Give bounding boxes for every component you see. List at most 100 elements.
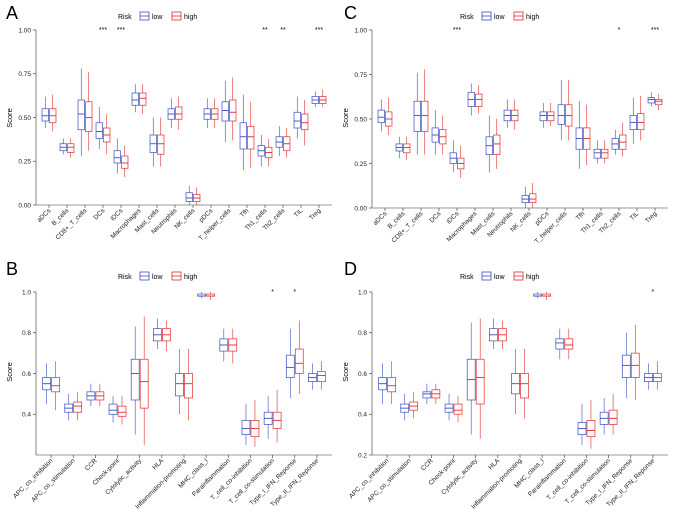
x-tick-label: T_helper_cells	[198, 207, 233, 242]
box-low-B_cells	[59, 138, 67, 155]
x-tick-label: APC_co_inhibition	[348, 457, 391, 500]
y-tick-label: 0.75	[18, 71, 31, 78]
x-tick-label: HLA	[487, 457, 501, 471]
box-high-APC_co_stimulation	[409, 391, 419, 419]
box-high-Treg	[655, 94, 663, 111]
box-low-HLA	[153, 318, 162, 350]
box-high-Mast_cells	[493, 119, 501, 169]
x-tick-label: APC_co_stimulation	[30, 457, 77, 504]
x-tick-label: APC_co_stimulation	[366, 457, 413, 504]
box-low-CD8+_T_cells	[77, 68, 85, 156]
box-high-T_helper_cells	[565, 79, 573, 141]
box-iqr	[621, 354, 631, 378]
box-iqr	[85, 101, 93, 132]
box-high-pDCs	[547, 102, 555, 127]
y-tick-label: 1.0	[358, 289, 367, 296]
panel-label-C: C	[344, 3, 357, 23]
box-iqr	[586, 420, 596, 438]
box-iqr	[413, 100, 421, 132]
box-iqr	[285, 354, 295, 378]
box-high-B_cells	[67, 138, 75, 158]
box-low-Th1_cells	[257, 135, 265, 167]
x-tick-label: Tfh	[239, 207, 251, 219]
box-iqr	[41, 108, 49, 122]
box-high-Inflammation-promoting	[520, 349, 529, 419]
x-tick-label: iDCs	[445, 210, 460, 225]
box-iqr	[77, 99, 85, 131]
box-low-Macrophages	[131, 84, 139, 113]
y-tick-label: 0.00	[354, 205, 367, 212]
box-low-Tfh	[575, 101, 583, 169]
x-tick-label: Treg	[644, 210, 659, 225]
box-low-CCR	[86, 383, 96, 407]
box-high-T_cell_co-inhibition	[250, 399, 260, 447]
box-low-DCs	[95, 107, 103, 149]
box-low-Cytolytic_activity	[130, 326, 140, 435]
significance-mark: *	[271, 289, 274, 296]
box-high-Neutrophils	[511, 99, 519, 130]
box-high-Inflammation-promoting	[184, 349, 193, 421]
box-high-DCs	[439, 115, 447, 155]
box-high-MHC_class_I	[206, 292, 215, 301]
legend: Risk low high	[460, 11, 539, 21]
y-tick-label: 1.00	[354, 27, 367, 34]
box-iqr	[637, 113, 645, 131]
box-low-Parainflammation	[555, 328, 565, 360]
x-tick-label: HLA	[151, 457, 165, 471]
box-iqr	[175, 373, 184, 397]
y-tick-label: 0.00	[18, 202, 31, 209]
box-low-T_helper_cells	[221, 80, 229, 142]
box-iqr	[247, 125, 255, 150]
box-iqr	[67, 143, 75, 153]
box-high-Check-point	[453, 395, 463, 423]
box-low-Cytolytic_activity	[466, 322, 476, 435]
box-iqr	[593, 148, 601, 159]
box-high-Check-point	[117, 395, 127, 425]
box-low-Type_I_IFN_Reponse	[285, 328, 295, 398]
box-iqr	[520, 373, 529, 399]
panel-C: C	[344, 3, 357, 23]
x-tick-label: T_helper_cells	[534, 210, 569, 245]
box-low-aDCs	[41, 96, 49, 128]
legend-label-low: low	[152, 274, 163, 281]
box-low-Treg	[311, 91, 319, 107]
legend-label-high: high	[526, 14, 539, 21]
box-high-CD8+_T_cells	[85, 72, 93, 151]
box-high-Macrophages	[475, 85, 483, 114]
box-low-Inflammation-promoting	[511, 349, 520, 415]
legend-label-high: high	[526, 274, 539, 281]
box-low-iDCs	[449, 140, 457, 173]
box-low-aDCs	[377, 99, 385, 132]
box-low-Th2_cells	[275, 126, 283, 156]
box-low-pDCs	[539, 102, 547, 128]
box-low-Check-point	[444, 393, 454, 421]
x-tick-label: CCR	[420, 457, 435, 472]
y-tick-label: 1.0	[22, 289, 31, 296]
y-tick-label: 0.75	[354, 72, 367, 79]
box-high-T_cell_co-stimulation	[608, 393, 618, 435]
box-high-Treg	[319, 89, 327, 107]
box-low-Type_I_IFN_Reponse	[621, 332, 631, 398]
box-low-Mast_cells	[149, 117, 157, 167]
legend-title: Risk	[460, 274, 474, 281]
box-iqr	[139, 358, 149, 409]
box-high-HLA	[161, 320, 171, 352]
box-iqr	[221, 101, 229, 122]
y-axis-title: Score	[5, 108, 14, 128]
box-iqr	[293, 111, 301, 129]
box-iqr	[108, 403, 118, 415]
x-tick-label: NK_cells	[509, 210, 533, 234]
legend: Risk low high	[460, 271, 539, 281]
box-iqr	[539, 111, 547, 122]
box-high-Parainflammation	[564, 328, 574, 360]
plot-B: 0.4 0.6 0.8 1.0 Score Risk low high APC_co_inhib…	[5, 271, 332, 511]
legend: Risk low high	[118, 11, 197, 21]
significance-mark: ***	[117, 27, 125, 34]
panel-A: A	[6, 3, 18, 23]
box-iqr	[229, 99, 237, 122]
box-low-T_helper_cells	[557, 79, 565, 141]
box-low-iDCs	[113, 138, 121, 174]
box-low-NK_cells	[185, 185, 193, 205]
box-high-Type_I_IFN_Reponse	[294, 320, 304, 394]
